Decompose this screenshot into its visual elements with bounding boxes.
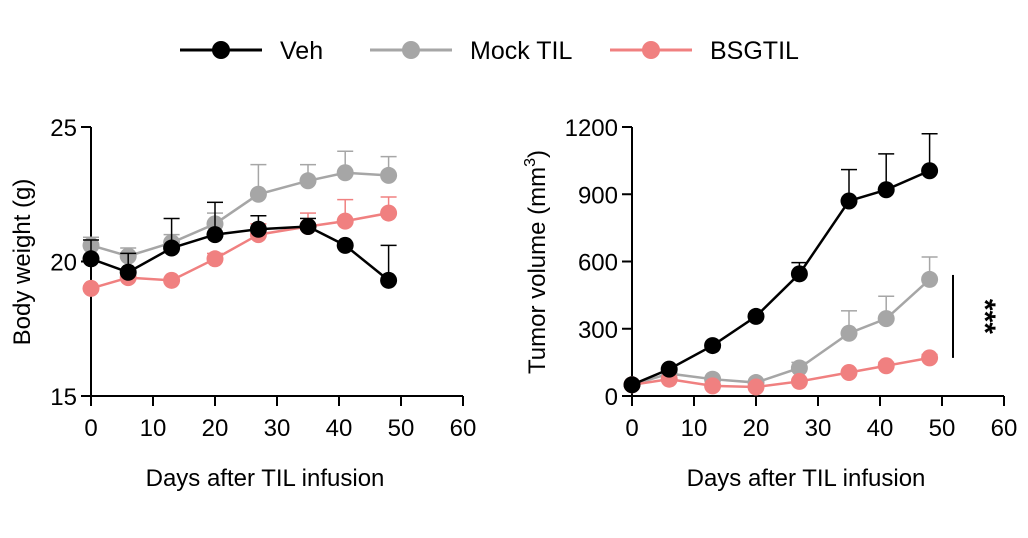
data-point-veh <box>877 181 895 199</box>
data-point-bsg <box>163 271 181 289</box>
y-axis-title-end: ) <box>524 150 551 158</box>
x-tick-label: 0 <box>625 415 638 442</box>
x-tick-label: 10 <box>681 415 708 442</box>
data-point-mock <box>840 324 858 342</box>
data-point-bsg <box>82 279 100 297</box>
data-point-veh <box>336 236 354 254</box>
data-point-mock <box>299 172 317 190</box>
data-point-mock <box>336 164 354 182</box>
y-axis-title: Body weight (g) <box>9 179 36 346</box>
series-line-veh <box>631 169 931 386</box>
x-tick-label: 50 <box>388 415 415 442</box>
x-tick-label: 60 <box>991 415 1018 442</box>
data-point-veh <box>747 307 765 325</box>
data-point-veh <box>660 360 678 378</box>
data-point-veh <box>299 218 317 236</box>
legend-marker-veh <box>212 41 230 59</box>
x-tick-label: 40 <box>326 415 353 442</box>
data-point-veh <box>163 239 181 257</box>
x-tick-label: 0 <box>84 415 97 442</box>
legend-marker-mock <box>402 41 420 59</box>
x-tick-label: 30 <box>805 415 832 442</box>
data-point-mock <box>380 166 398 184</box>
y-axis-title: Tumor volume (mm3) <box>522 150 551 374</box>
x-tick-label: 60 <box>450 415 477 442</box>
data-point-veh <box>921 162 939 180</box>
y-tick-label: 15 <box>50 384 77 411</box>
data-point-bsg <box>704 377 722 395</box>
x-tick-label: 50 <box>929 415 956 442</box>
data-point-bsg <box>747 378 765 396</box>
data-point-veh <box>249 220 267 238</box>
y-axis-title-main: Tumor volume (mm <box>524 167 551 374</box>
legend: Veh Mock TIL BSGTIL <box>180 37 799 65</box>
x-tick-label: 20 <box>743 415 770 442</box>
data-point-veh <box>206 226 224 244</box>
data-point-mock <box>249 185 267 203</box>
data-point-bsg <box>790 372 808 390</box>
data-point-bsg <box>206 250 224 268</box>
x-tick-label: 20 <box>202 415 229 442</box>
data-point-bsg <box>877 357 895 375</box>
x-axis-title: Days after TIL infusion <box>687 465 926 492</box>
data-point-bsg <box>921 349 939 367</box>
data-point-mock <box>790 359 808 377</box>
data-point-mock <box>877 310 895 328</box>
y-tick-label: 600 <box>578 250 618 277</box>
legend-marker-bsg <box>642 41 660 59</box>
series-veh <box>82 201 398 289</box>
data-point-veh <box>380 271 398 289</box>
x-tick-label: 40 <box>867 415 894 442</box>
y-axis-title-superscript: 3 <box>522 158 539 167</box>
data-point-veh <box>704 337 722 355</box>
data-point-veh <box>119 263 137 281</box>
y-tick-label: 300 <box>578 317 618 344</box>
y-tick-label: 25 <box>50 115 77 142</box>
data-point-veh <box>82 250 100 268</box>
data-point-veh <box>623 376 641 394</box>
x-tick-label: 30 <box>264 415 291 442</box>
body-weight-chart: 15 20 25 0 10 20 30 40 50 60 Days after TIL infusi… <box>9 115 476 492</box>
data-point-veh <box>840 192 858 210</box>
y-tick-label: 20 <box>50 250 77 277</box>
legend-label-bsg: BSGTIL <box>710 37 799 65</box>
data-point-veh <box>790 265 808 283</box>
y-tick-label: 900 <box>578 182 618 209</box>
data-point-bsg <box>336 212 354 230</box>
data-point-mock <box>921 270 939 288</box>
data-point-bsg <box>380 204 398 222</box>
tumor-volume-chart: 0 300 600 900 1200 0 10 20 30 40 50 60 Days after TI… <box>522 115 1017 492</box>
legend-label-veh: Veh <box>280 37 323 65</box>
data-point-bsg <box>840 363 858 381</box>
y-tick-label: 1200 <box>565 115 618 142</box>
x-axis-title: Days after TIL infusion <box>146 465 385 492</box>
y-tick-label: 0 <box>605 384 618 411</box>
x-tick-label: 10 <box>140 415 167 442</box>
significance-label: *** <box>968 299 1001 334</box>
series-veh <box>623 132 939 394</box>
legend-label-mock: Mock TIL <box>470 37 572 65</box>
